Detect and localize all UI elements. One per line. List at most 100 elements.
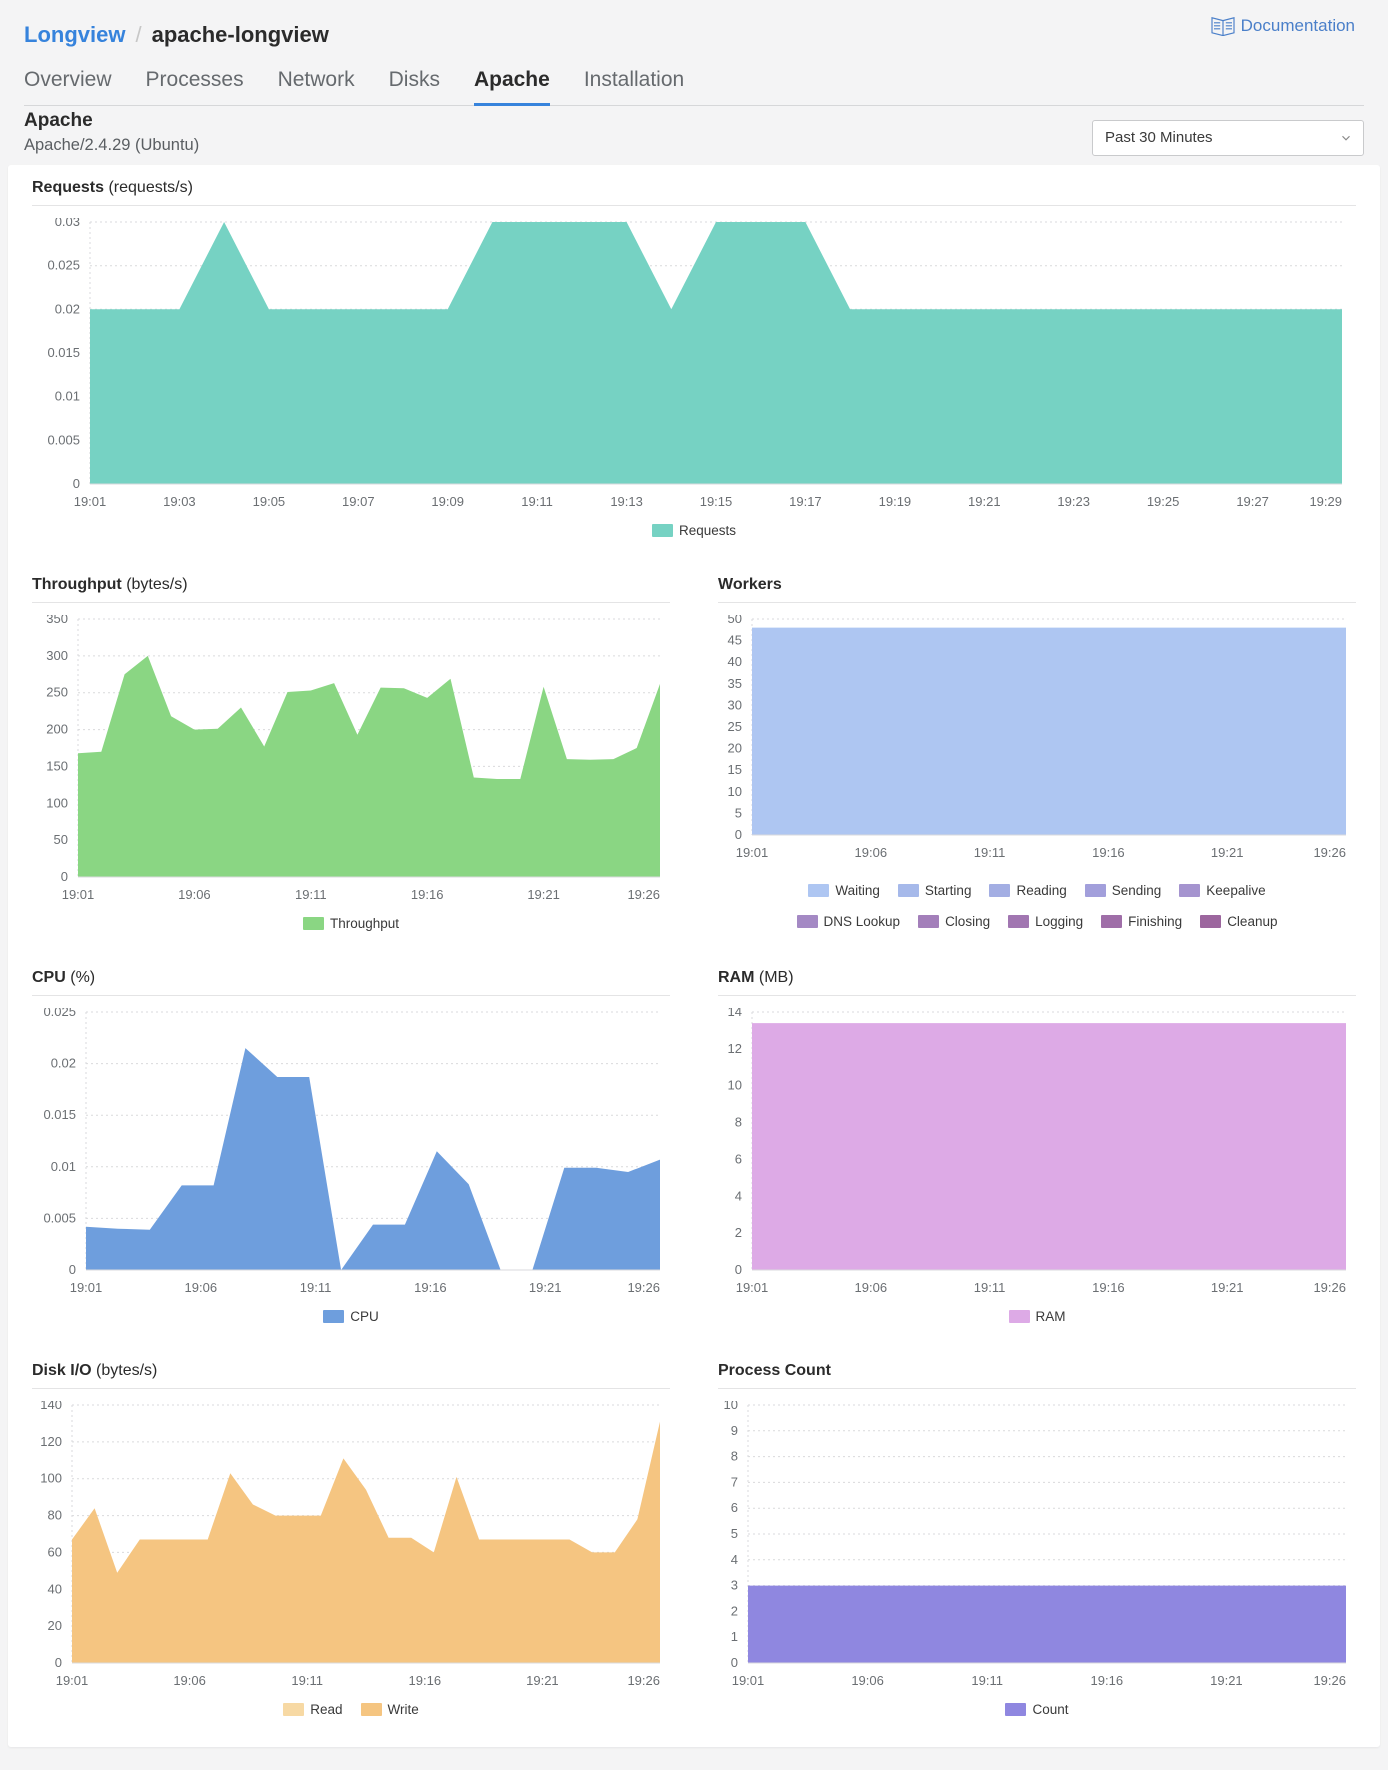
svg-text:6: 6 xyxy=(735,1151,742,1166)
svg-text:19:17: 19:17 xyxy=(789,494,822,509)
svg-text:19:11: 19:11 xyxy=(521,494,553,509)
svg-text:10: 10 xyxy=(724,1401,738,1412)
svg-text:19:26: 19:26 xyxy=(1313,1280,1346,1295)
svg-text:19:06: 19:06 xyxy=(178,887,211,902)
svg-text:19:16: 19:16 xyxy=(409,1673,442,1688)
svg-text:0.02: 0.02 xyxy=(55,301,80,316)
svg-text:0.005: 0.005 xyxy=(47,432,80,447)
svg-text:0.005: 0.005 xyxy=(43,1210,76,1225)
svg-text:1: 1 xyxy=(731,1629,738,1644)
svg-text:19:26: 19:26 xyxy=(627,1280,660,1295)
svg-text:19:11: 19:11 xyxy=(300,1280,332,1295)
svg-text:2: 2 xyxy=(731,1603,738,1618)
svg-text:19:16: 19:16 xyxy=(1092,845,1125,860)
svg-text:19:06: 19:06 xyxy=(185,1280,218,1295)
svg-text:19:21: 19:21 xyxy=(529,1280,562,1295)
svg-text:6: 6 xyxy=(731,1500,738,1515)
svg-text:19:11: 19:11 xyxy=(971,1673,1003,1688)
svg-text:19:07: 19:07 xyxy=(342,494,375,509)
svg-text:40: 40 xyxy=(728,654,742,669)
svg-text:19:05: 19:05 xyxy=(253,494,286,509)
svg-text:19:16: 19:16 xyxy=(414,1280,447,1295)
svg-text:0.01: 0.01 xyxy=(51,1159,76,1174)
svg-text:0: 0 xyxy=(731,1655,738,1670)
svg-text:25: 25 xyxy=(728,719,742,734)
svg-text:30: 30 xyxy=(728,697,742,712)
svg-text:300: 300 xyxy=(46,648,68,663)
svg-text:14: 14 xyxy=(728,1008,742,1019)
svg-text:19:03: 19:03 xyxy=(163,494,196,509)
svg-text:19:01: 19:01 xyxy=(70,1280,103,1295)
svg-text:19:01: 19:01 xyxy=(62,887,95,902)
svg-text:19:11: 19:11 xyxy=(291,1673,323,1688)
svg-text:120: 120 xyxy=(40,1434,62,1449)
svg-text:19:01: 19:01 xyxy=(736,845,769,860)
svg-text:19:21: 19:21 xyxy=(1211,845,1244,860)
svg-text:19:26: 19:26 xyxy=(1313,845,1346,860)
svg-text:19:25: 19:25 xyxy=(1147,494,1180,509)
svg-text:40: 40 xyxy=(48,1581,62,1596)
svg-text:50: 50 xyxy=(728,615,742,626)
svg-text:5: 5 xyxy=(731,1526,738,1541)
svg-text:19:19: 19:19 xyxy=(879,494,912,509)
svg-text:250: 250 xyxy=(46,685,68,700)
svg-text:19:11: 19:11 xyxy=(295,887,327,902)
svg-text:19:13: 19:13 xyxy=(610,494,643,509)
svg-text:19:16: 19:16 xyxy=(1092,1280,1125,1295)
svg-text:0: 0 xyxy=(735,1262,742,1277)
svg-text:19:27: 19:27 xyxy=(1236,494,1269,509)
svg-text:150: 150 xyxy=(46,758,68,773)
svg-text:8: 8 xyxy=(731,1449,738,1464)
svg-text:19:16: 19:16 xyxy=(411,887,444,902)
svg-text:19:09: 19:09 xyxy=(431,494,464,509)
svg-text:10: 10 xyxy=(728,1078,742,1093)
svg-text:80: 80 xyxy=(48,1508,62,1523)
svg-text:0: 0 xyxy=(61,869,68,884)
svg-text:19:06: 19:06 xyxy=(855,1280,888,1295)
svg-text:3: 3 xyxy=(731,1578,738,1593)
svg-text:0.01: 0.01 xyxy=(55,389,80,404)
svg-text:19:01: 19:01 xyxy=(74,494,107,509)
svg-text:45: 45 xyxy=(728,633,742,648)
svg-text:0: 0 xyxy=(55,1655,62,1670)
svg-text:19:11: 19:11 xyxy=(974,845,1006,860)
svg-text:19:15: 19:15 xyxy=(700,494,733,509)
svg-text:19:06: 19:06 xyxy=(173,1673,206,1688)
svg-text:19:23: 19:23 xyxy=(1057,494,1090,509)
svg-text:12: 12 xyxy=(728,1041,742,1056)
svg-text:8: 8 xyxy=(735,1115,742,1130)
svg-text:20: 20 xyxy=(728,741,742,756)
svg-text:19:01: 19:01 xyxy=(732,1673,765,1688)
svg-text:5: 5 xyxy=(735,805,742,820)
svg-text:35: 35 xyxy=(728,676,742,691)
svg-text:2: 2 xyxy=(735,1225,742,1240)
svg-text:200: 200 xyxy=(46,722,68,737)
svg-text:9: 9 xyxy=(731,1423,738,1438)
svg-text:0.03: 0.03 xyxy=(55,218,80,229)
svg-text:10: 10 xyxy=(728,784,742,799)
svg-text:19:21: 19:21 xyxy=(1211,1280,1244,1295)
svg-text:0: 0 xyxy=(73,476,80,491)
svg-text:0.025: 0.025 xyxy=(47,258,80,273)
svg-text:19:06: 19:06 xyxy=(855,845,888,860)
svg-text:19:29: 19:29 xyxy=(1309,494,1342,509)
svg-text:0.015: 0.015 xyxy=(43,1107,76,1122)
svg-text:20: 20 xyxy=(48,1618,62,1633)
svg-text:4: 4 xyxy=(735,1188,742,1203)
svg-text:0: 0 xyxy=(69,1262,76,1277)
svg-text:19:21: 19:21 xyxy=(527,887,560,902)
svg-text:50: 50 xyxy=(54,832,68,847)
svg-text:4: 4 xyxy=(731,1552,738,1567)
svg-text:19:26: 19:26 xyxy=(627,1673,660,1688)
svg-text:19:26: 19:26 xyxy=(627,887,660,902)
svg-text:19:21: 19:21 xyxy=(526,1673,559,1688)
svg-text:140: 140 xyxy=(40,1401,62,1412)
svg-text:19:16: 19:16 xyxy=(1091,1673,1124,1688)
svg-text:19:26: 19:26 xyxy=(1313,1673,1346,1688)
svg-text:0: 0 xyxy=(735,827,742,842)
svg-text:7: 7 xyxy=(731,1474,738,1489)
svg-text:0.025: 0.025 xyxy=(43,1008,76,1019)
svg-text:15: 15 xyxy=(728,762,742,777)
svg-text:0.02: 0.02 xyxy=(51,1056,76,1071)
svg-text:100: 100 xyxy=(40,1471,62,1486)
